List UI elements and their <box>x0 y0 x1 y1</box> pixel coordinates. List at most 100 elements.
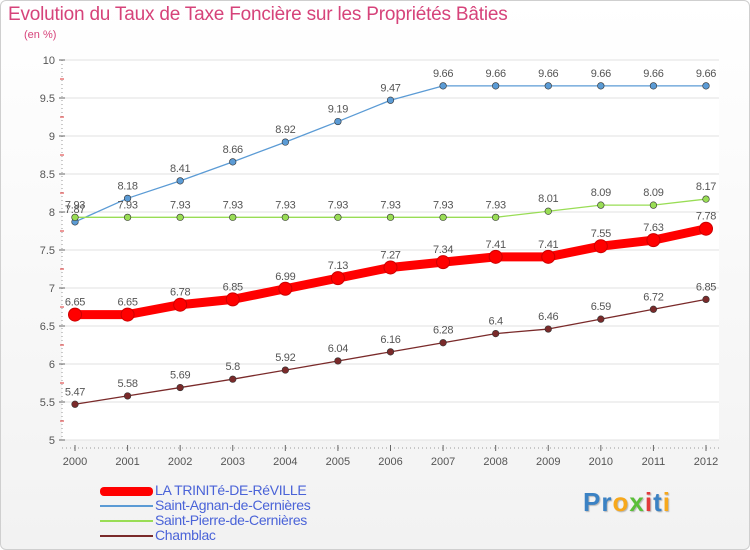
data-label: 7.27 <box>380 249 400 261</box>
legend-swatch <box>100 486 153 496</box>
data-point <box>492 330 500 338</box>
data-label: 7.93 <box>380 199 400 211</box>
data-label: 8.17 <box>696 181 716 193</box>
data-point <box>120 307 135 322</box>
data-label: 9.66 <box>433 68 453 80</box>
data-point <box>386 96 395 104</box>
y-tick-label: 9 <box>49 131 55 143</box>
data-point <box>702 195 710 203</box>
data-point <box>439 213 447 221</box>
legend-label: LA TRINITé-DE-RéVILLE <box>155 482 307 498</box>
data-point <box>488 249 503 264</box>
x-tick-label: 2009 <box>536 456 560 468</box>
data-label: 6.59 <box>591 301 611 313</box>
data-point <box>649 82 658 90</box>
data-point <box>386 213 395 221</box>
data-point <box>646 233 661 248</box>
data-point <box>281 366 289 374</box>
data-point <box>229 158 237 166</box>
x-tick-label: 2002 <box>168 456 192 468</box>
data-point <box>383 260 398 275</box>
data-label: 8.66 <box>223 144 243 156</box>
data-label: 8.09 <box>591 187 611 199</box>
data-label: 9.66 <box>538 68 558 80</box>
data-point <box>439 82 447 90</box>
chart-subtitle: (en %) <box>24 29 57 41</box>
x-tick-label: 2005 <box>326 456 350 468</box>
y-tick-label: 7 <box>49 283 55 295</box>
data-label: 8.41 <box>170 163 190 175</box>
data-label: 6.85 <box>223 281 243 293</box>
x-tick-label: 2001 <box>115 456 139 468</box>
data-point <box>597 201 605 209</box>
y-tick-label: 9.5 <box>40 93 55 105</box>
data-point <box>649 201 658 209</box>
data-label: 5.92 <box>275 352 295 364</box>
y-tick-label: 8.5 <box>40 169 55 181</box>
data-label: 7.93 <box>65 199 85 211</box>
data-label: 5.47 <box>65 386 85 398</box>
data-label: 7.93 <box>328 199 348 211</box>
data-label: 7.93 <box>275 199 295 211</box>
data-point <box>229 375 237 383</box>
chart-title: Evolution du Taux de Taxe Foncière sur l… <box>8 4 508 25</box>
data-label: 7.34 <box>433 244 453 256</box>
data-point <box>541 249 556 264</box>
data-point <box>386 348 395 356</box>
data-point <box>334 357 342 365</box>
x-tick-label: 2011 <box>642 456 666 468</box>
x-tick-label: 2010 <box>589 456 613 468</box>
y-tick-label: 5.5 <box>40 397 55 409</box>
data-point <box>544 325 552 333</box>
data-label: 9.66 <box>486 68 506 80</box>
legend-swatch <box>100 505 153 507</box>
data-label: 7.55 <box>591 228 611 240</box>
data-label: 8.92 <box>275 124 295 136</box>
data-point <box>492 82 500 90</box>
data-label: 6.78 <box>170 287 190 299</box>
data-label: 6.85 <box>696 281 716 293</box>
data-point <box>71 213 79 221</box>
x-tick-label: 2008 <box>483 456 507 468</box>
data-label: 7.87 <box>65 204 85 216</box>
x-tick-label: 2003 <box>221 456 245 468</box>
data-point <box>699 221 713 236</box>
y-tick-label: 8 <box>49 207 55 219</box>
data-label: 9.66 <box>643 68 663 80</box>
legend-label: Saint-Agnan-de-Cernières <box>155 497 311 513</box>
y-tick-label: 5 <box>49 435 55 447</box>
data-point <box>281 213 289 221</box>
data-label: 6.65 <box>65 297 85 309</box>
data-label: 7.93 <box>170 199 190 211</box>
data-point <box>597 82 605 90</box>
data-label: 6.99 <box>275 271 295 283</box>
x-tick-label: 2012 <box>694 456 718 468</box>
data-point <box>123 213 132 221</box>
data-label: 7.93 <box>486 199 506 211</box>
legend-swatch <box>100 535 153 537</box>
data-point <box>281 138 289 146</box>
data-label: 9.66 <box>591 68 611 80</box>
data-label: 9.47 <box>380 82 400 94</box>
data-label: 5.69 <box>170 370 190 382</box>
data-label: 6.46 <box>538 311 558 323</box>
data-point <box>439 339 447 347</box>
y-tick-label: 6 <box>49 359 55 371</box>
data-point <box>436 255 451 270</box>
x-tick-label: 2000 <box>63 456 87 468</box>
data-point <box>702 82 710 90</box>
data-label: 8.09 <box>643 187 663 199</box>
data-point <box>68 307 82 322</box>
y-tick-label: 7.5 <box>40 245 55 257</box>
data-label: 7.93 <box>433 199 453 211</box>
proxiti-logo: Proxiti <box>583 487 671 517</box>
data-point <box>597 315 605 323</box>
data-point <box>702 295 710 304</box>
data-point <box>225 292 240 307</box>
x-tick-label: 2004 <box>273 456 297 468</box>
x-tick-label: 2006 <box>378 456 402 468</box>
data-point <box>334 117 342 126</box>
data-point <box>71 400 79 408</box>
data-label: 7.63 <box>643 222 663 234</box>
data-point <box>544 82 552 90</box>
